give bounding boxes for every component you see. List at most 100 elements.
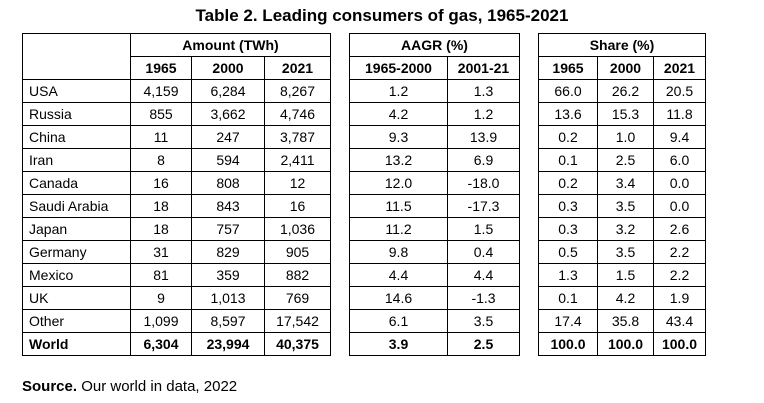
column-gap (519, 217, 539, 241)
amount-cell: 8,597 (191, 309, 265, 333)
amount-cell: 18 (130, 217, 192, 241)
amount-cell: 8,267 (264, 79, 331, 103)
aagr-cell: 11.5 (349, 194, 448, 218)
share-cell: 0.3 (538, 217, 598, 241)
country-cell: Iran (22, 148, 131, 172)
column-gap (519, 286, 539, 310)
column-gap (519, 33, 539, 57)
aagr-cell: 13.2 (349, 148, 448, 172)
share-group-header: Share (%) (538, 33, 706, 57)
amount-cell: 359 (191, 263, 265, 287)
amount-cell: 247 (191, 125, 265, 149)
amount-cell: 8 (130, 148, 192, 172)
country-cell: World (22, 332, 131, 356)
aagr-cell: -17.3 (447, 194, 520, 218)
group-header-row: Amount (TWh) AAGR (%) Share (%) (22, 33, 706, 57)
source-note: Source. Our world in data, 2022 (22, 378, 237, 395)
amount-cell: 17,542 (264, 309, 331, 333)
table-row: Japan 18 757 1,036 11.2 1.5 0.3 3.2 2.6 (22, 217, 706, 241)
column-gap (519, 309, 539, 333)
aagr-cell: 6.9 (447, 148, 520, 172)
amount-cell: 882 (264, 263, 331, 287)
share-cell: 11.8 (653, 102, 706, 126)
amount-cell: 3,662 (191, 102, 265, 126)
share-cell: 2.2 (653, 263, 706, 287)
share-cell: 3.5 (597, 194, 654, 218)
share-cell: 0.0 (653, 171, 706, 195)
column-gap (330, 309, 350, 333)
aagr-cell: 3.5 (447, 309, 520, 333)
table-row: China 11 247 3,787 9.3 13.9 0.2 1.0 9.4 (22, 125, 706, 149)
amount-cell: 855 (130, 102, 192, 126)
share-subheader: 2021 (653, 56, 706, 80)
aagr-group-header: AAGR (%) (349, 33, 520, 57)
table-row: Other 1,099 8,597 17,542 6.1 3.5 17.4 35.8 43.4 (22, 309, 706, 333)
column-gap (519, 102, 539, 126)
share-subheader: 2000 (597, 56, 654, 80)
column-gap (330, 148, 350, 172)
amount-cell: 843 (191, 194, 265, 218)
share-cell: 0.2 (538, 125, 598, 149)
aagr-cell: 11.2 (349, 217, 448, 241)
aagr-cell: 13.9 (447, 125, 520, 149)
amount-cell: 81 (130, 263, 192, 287)
share-cell: 100.0 (538, 332, 598, 356)
amount-cell: 4,746 (264, 102, 331, 126)
sub-header-row: 1965 2000 2021 1965-2000 2001-21 1965 20… (22, 56, 706, 80)
column-gap (519, 194, 539, 218)
amount-cell: 16 (264, 194, 331, 218)
country-cell: Russia (22, 102, 131, 126)
table-row: Canada 16 808 12 12.0 -18.0 0.2 3.4 0.0 (22, 171, 706, 195)
amount-cell: 2,411 (264, 148, 331, 172)
share-cell: 0.3 (538, 194, 598, 218)
share-cell: 4.2 (597, 286, 654, 310)
table-row: UK 9 1,013 769 14.6 -1.3 0.1 4.2 1.9 (22, 286, 706, 310)
table-row: Russia 855 3,662 4,746 4.2 1.2 13.6 15.3 11.8 (22, 102, 706, 126)
total-row: World 6,304 23,994 40,375 3.9 2.5 100.0 100.0 10… (22, 332, 706, 356)
aagr-cell: 9.8 (349, 240, 448, 264)
column-gap (519, 171, 539, 195)
share-cell: 3.4 (597, 171, 654, 195)
aagr-cell: 12.0 (349, 171, 448, 195)
amount-cell: 6,284 (191, 79, 265, 103)
table-row: Germany 31 829 905 9.8 0.4 0.5 3.5 2.2 (22, 240, 706, 264)
aagr-cell: 1.2 (349, 79, 448, 103)
share-cell: 0.2 (538, 171, 598, 195)
share-cell: 35.8 (597, 309, 654, 333)
table-row: Iran 8 594 2,411 13.2 6.9 0.1 2.5 6.0 (22, 148, 706, 172)
share-cell: 3.5 (597, 240, 654, 264)
share-cell: 66.0 (538, 79, 598, 103)
column-gap (330, 286, 350, 310)
country-cell: China (22, 125, 131, 149)
amount-cell: 12 (264, 171, 331, 195)
share-cell: 2.5 (597, 148, 654, 172)
country-cell: Japan (22, 217, 131, 241)
amount-group-header: Amount (TWh) (130, 33, 331, 57)
column-gap (330, 263, 350, 287)
column-gap (519, 56, 539, 80)
amount-cell: 1,099 (130, 309, 192, 333)
aagr-cell: 14.6 (349, 286, 448, 310)
source-label: Source. (22, 378, 78, 395)
share-cell: 2.6 (653, 217, 706, 241)
column-gap (519, 148, 539, 172)
aagr-cell: 9.3 (349, 125, 448, 149)
amount-cell: 9 (130, 286, 192, 310)
share-cell: 0.0 (653, 194, 706, 218)
aagr-cell: 4.2 (349, 102, 448, 126)
amount-cell: 11 (130, 125, 192, 149)
aagr-cell: 1.3 (447, 79, 520, 103)
aagr-cell: 4.4 (447, 263, 520, 287)
amount-subheader: 2000 (191, 56, 265, 80)
share-cell: 1.5 (597, 263, 654, 287)
aagr-cell: 0.4 (447, 240, 520, 264)
aagr-subheader: 2001-21 (447, 56, 520, 80)
share-cell: 26.2 (597, 79, 654, 103)
country-cell: USA (22, 79, 131, 103)
aagr-cell: 1.5 (447, 217, 520, 241)
corner-cell (22, 56, 131, 80)
share-cell: 9.4 (653, 125, 706, 149)
amount-cell: 4,159 (130, 79, 192, 103)
share-cell: 1.3 (538, 263, 598, 287)
amount-cell: 594 (191, 148, 265, 172)
